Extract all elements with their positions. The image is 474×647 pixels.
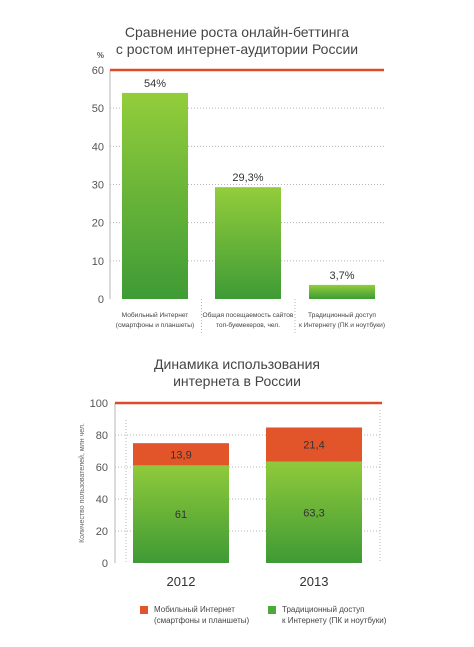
- chart2-bar-mobile: [133, 443, 229, 466]
- chart1-bar: [309, 284, 375, 299]
- chart1-title-line1: Сравнение роста онлайн-беттинга: [124, 24, 350, 40]
- chart1-y-unit: %: [97, 51, 104, 60]
- chart1-y-tick-label: 50: [92, 103, 104, 115]
- chart1-x-tick-label: Традиционный доступ: [308, 311, 376, 319]
- legend-label-mobile-line1: Мобильный Интернет: [154, 605, 235, 614]
- legend-label-traditional-line1: Традиционный доступ: [282, 605, 365, 614]
- chart2-value-label-mobile: 21,4: [303, 440, 324, 452]
- chart2-plot: 0 20 40 60 80 100 Количество пользователей, мл…: [78, 398, 382, 589]
- chart2-y-tick-label: 100: [90, 398, 108, 410]
- chart2-x-tick-label: 2012: [167, 574, 196, 589]
- chart1-x-tick-label: к Интернету (ПК и ноутбуки): [299, 321, 385, 329]
- chart2-x-tick-label: 2013: [300, 574, 329, 589]
- chart2-y-tick-label: 80: [96, 430, 108, 442]
- chart1-y-tick-label: 30: [92, 180, 104, 192]
- chart1-title: Сравнение роста онлайн-беттинга с ростом…: [0, 24, 474, 58]
- chart2-y-tick-label: 20: [96, 526, 108, 538]
- chart1-value-label: 54%: [144, 78, 166, 90]
- chart2-y-tick-label: 40: [96, 494, 108, 506]
- chart2-title: Динамика использования интернета в Росси…: [0, 356, 474, 390]
- chart2-bar-traditional: [266, 461, 362, 563]
- chart2-title-line2: интернета в России: [173, 373, 301, 389]
- chart1-x-tick-label: Общая посещаемость сайтов: [203, 311, 294, 319]
- chart1-title-line2: с ростом интернет-аудитории России: [115, 41, 359, 57]
- chart1-x-tick-label: Мобильный Интернет: [122, 311, 189, 319]
- chart1-x-tick-label: топ-букмекеров, чел.: [216, 321, 280, 329]
- chart2-bar-traditional: [133, 465, 229, 563]
- chart2-bar-mobile: [266, 427, 362, 462]
- legend-swatch-traditional: [268, 606, 276, 614]
- chart1-y-tick-label: 20: [92, 218, 104, 230]
- chart1-y-tick-label: 40: [92, 141, 104, 153]
- chart2-title-line1: Динамика использования: [154, 356, 320, 372]
- chart2-value-label-mobile: 13,9: [170, 449, 191, 461]
- legend-swatch-mobile: [140, 606, 148, 614]
- chart1-y-tick-label: 0: [98, 294, 104, 306]
- chart1-value-label: 29,3%: [232, 172, 263, 184]
- chart1-y-tick-label: 60: [92, 65, 104, 77]
- chart2-value-label-traditional: 61: [175, 509, 187, 521]
- chart2-y-tick-label: 60: [96, 462, 108, 474]
- chart2-y-tick-label: 0: [102, 558, 108, 570]
- chart2-y-axis-label: Количество пользователей, млн чел.: [78, 423, 86, 543]
- chart1-y-tick-label: 10: [92, 256, 104, 268]
- chart2-value-label-traditional: 63,3: [303, 507, 324, 519]
- legend-label-mobile-line2: (смартфоны и планшеты): [154, 616, 250, 625]
- chart1-plot: % 0 10 20 30 40 50 60 54% Мобильный Интернет (смар…: [92, 51, 385, 333]
- chart1-bar: [215, 187, 281, 299]
- legend-label-traditional-line2: к Интернету (ПК и ноутбуки): [282, 616, 387, 625]
- chart1-x-tick-label: (смартфоны и планшеты): [116, 322, 194, 329]
- chart1-bar: [122, 92, 188, 300]
- chart1-value-label: 3,7%: [329, 270, 354, 282]
